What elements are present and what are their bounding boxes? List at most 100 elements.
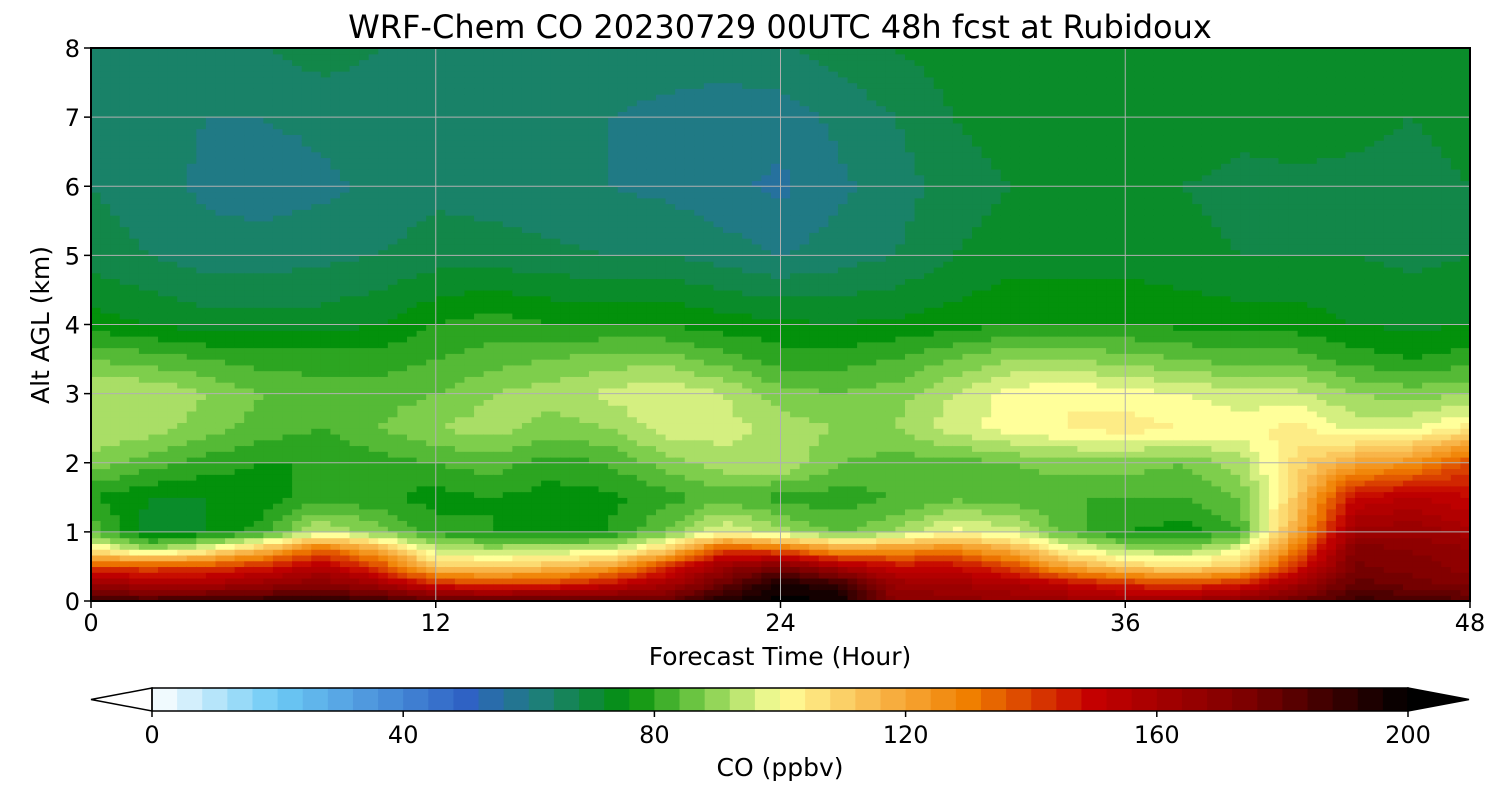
heat-cell <box>272 485 284 493</box>
heat-cell <box>521 174 533 182</box>
heat-cell <box>569 382 580 389</box>
heat-cell <box>158 232 169 239</box>
heat-cell <box>493 370 504 377</box>
heat-cell <box>167 65 178 72</box>
heat-cell <box>158 382 169 389</box>
heat-cell <box>225 543 236 550</box>
heat-cell <box>301 474 312 481</box>
heat-cell <box>407 71 418 78</box>
heat-cell <box>579 134 590 141</box>
heat-cell <box>464 439 475 447</box>
heat-cell <box>91 65 102 72</box>
heat-cell <box>426 105 437 112</box>
heat-cell <box>416 134 427 141</box>
heat-cell <box>397 520 408 527</box>
heat-cell <box>550 180 561 187</box>
heat-cell <box>110 215 121 222</box>
heat-cell <box>339 433 351 441</box>
heat-cell <box>263 88 274 95</box>
heat-cell <box>339 451 351 458</box>
heat-cell <box>272 272 284 280</box>
heat-cell <box>569 422 580 429</box>
heat-cell <box>339 203 351 210</box>
heat-cell <box>272 543 284 550</box>
heat-cell <box>244 192 255 199</box>
heat-cell <box>474 312 485 320</box>
heat-cell <box>196 353 207 360</box>
heat-cell <box>416 312 427 320</box>
heat-cell <box>445 122 456 130</box>
heat-cell <box>205 595 217 602</box>
heat-cell <box>416 220 427 228</box>
heat-cell <box>445 215 456 222</box>
heat-cell <box>215 376 226 383</box>
heat-cell <box>110 531 121 539</box>
heat-cell <box>493 445 504 452</box>
heat-cell <box>205 324 217 331</box>
heat-cell <box>215 324 226 331</box>
heat-cell <box>454 243 466 251</box>
heat-cell <box>292 543 303 550</box>
heat-cell <box>560 353 571 360</box>
heat-cell <box>579 255 590 262</box>
heat-cell <box>282 445 293 452</box>
heat-cell <box>397 140 408 147</box>
heat-cell <box>569 117 580 124</box>
heat-cell <box>560 577 571 585</box>
heat-cell <box>244 128 255 136</box>
heat-cell <box>416 503 427 510</box>
heat-cell <box>215 192 226 199</box>
heat-cell <box>368 485 379 493</box>
heat-cell <box>253 359 264 366</box>
heat-cell <box>282 330 293 337</box>
heat-cell <box>521 508 533 516</box>
heat-cell <box>225 249 236 256</box>
heat-cell <box>435 145 446 153</box>
heat-cell <box>177 572 188 579</box>
heat-cell <box>320 174 332 182</box>
heat-cell <box>167 387 178 395</box>
heat-cell <box>397 53 408 61</box>
heat-cell <box>215 94 226 101</box>
heat-cell <box>148 485 159 493</box>
heat-cell <box>378 359 389 366</box>
heat-cell <box>493 249 504 256</box>
heat-cell <box>560 330 571 337</box>
heat-cell <box>129 428 140 435</box>
heat-cell <box>320 531 332 539</box>
heat-cell <box>474 497 485 504</box>
heat-cell <box>435 445 446 452</box>
heat-cell <box>148 382 159 389</box>
heat-cell <box>311 387 322 395</box>
heat-cell <box>91 393 102 400</box>
heat-cell <box>282 59 293 66</box>
heat-cell <box>186 330 197 337</box>
heat-cell <box>253 543 264 550</box>
heat-cell <box>502 526 513 533</box>
heat-cell <box>454 324 466 331</box>
heat-cell <box>196 566 207 573</box>
heat-cell <box>311 399 322 406</box>
heat-cell <box>464 416 475 424</box>
heat-cell <box>579 456 590 464</box>
heat-cell <box>292 456 303 464</box>
heat-cell <box>292 140 303 147</box>
heat-cell <box>205 508 217 516</box>
heat-cell <box>129 186 140 193</box>
heat-cell <box>502 226 513 233</box>
heat-cell <box>234 232 245 239</box>
heat-cell <box>483 485 494 493</box>
heat-cell <box>167 560 178 568</box>
heat-cell <box>320 215 332 222</box>
heat-cell <box>186 209 197 216</box>
heat-cell <box>225 405 236 412</box>
heat-cell <box>512 382 523 389</box>
heat-cell <box>196 370 207 377</box>
heat-cell <box>263 341 274 349</box>
heat-cell <box>205 249 217 256</box>
heat-cell <box>397 128 408 136</box>
heat-cell <box>177 451 188 458</box>
heat-cell <box>119 341 130 349</box>
heat-cell <box>397 226 408 233</box>
heat-cell <box>225 163 236 170</box>
